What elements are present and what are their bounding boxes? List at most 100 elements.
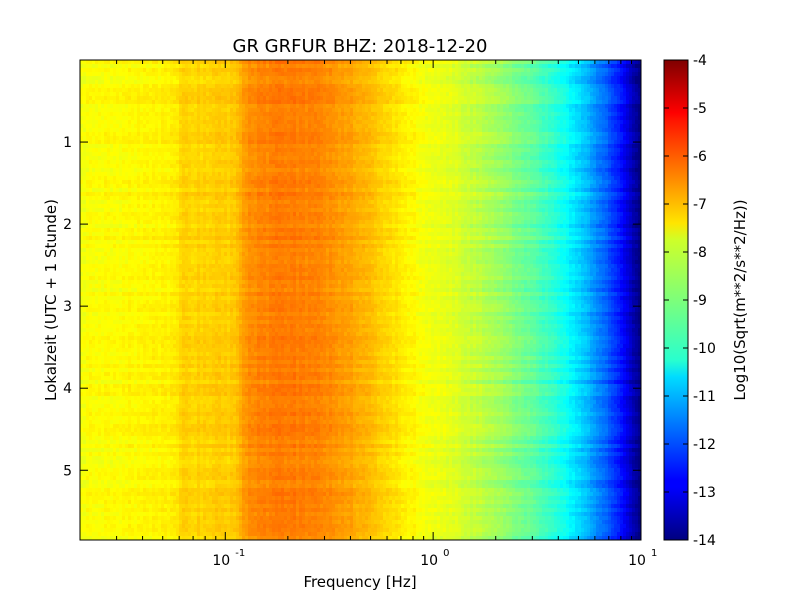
- heatmap-cell: [494, 104, 498, 109]
- heatmap-cell: [524, 76, 528, 81]
- heatmap-cell: [539, 72, 543, 77]
- heatmap-cell: [491, 92, 495, 97]
- heatmap-cell: [176, 92, 180, 97]
- heatmap-cell: [377, 88, 381, 93]
- heatmap-cell: [563, 76, 567, 81]
- heatmap-cell: [410, 72, 414, 77]
- heatmap-cell: [464, 100, 468, 105]
- heatmap-cell: [353, 60, 357, 65]
- heatmap-cell: [485, 96, 489, 101]
- heatmap-cell: [119, 60, 123, 65]
- heatmap-cell: [143, 104, 147, 109]
- heatmap-cell: [347, 100, 351, 105]
- heatmap-cell: [134, 96, 138, 101]
- heatmap-cell: [257, 60, 261, 65]
- heatmap-cell: [209, 76, 213, 81]
- heatmap-cell: [224, 88, 228, 93]
- heatmap-cell: [347, 80, 351, 85]
- heatmap-cell: [497, 96, 501, 101]
- heatmap-cell: [389, 96, 393, 101]
- heatmap-cell: [248, 96, 252, 101]
- heatmap-cell: [383, 88, 387, 93]
- heatmap-cell: [194, 60, 198, 65]
- heatmap-cell: [119, 72, 123, 77]
- heatmap-cell: [515, 88, 519, 93]
- heatmap-cell: [317, 68, 321, 73]
- heatmap-cell: [629, 60, 633, 65]
- heatmap-cell: [458, 96, 462, 101]
- heatmap-cell: [458, 80, 462, 85]
- heatmap-cell: [407, 80, 411, 85]
- heatmap-cell: [392, 64, 396, 69]
- heatmap-cell: [431, 88, 435, 93]
- heatmap-cell: [182, 68, 186, 73]
- heatmap-cell: [260, 96, 264, 101]
- heatmap-cell: [386, 72, 390, 77]
- heatmap-cell: [386, 84, 390, 89]
- heatmap-cell: [173, 72, 177, 77]
- heatmap-cell: [518, 80, 522, 85]
- heatmap-cell: [149, 104, 153, 109]
- heatmap-cell: [137, 88, 141, 93]
- heatmap-cell: [254, 84, 258, 89]
- heatmap-cell: [119, 76, 123, 81]
- heatmap-cell: [281, 60, 285, 65]
- heatmap-cell: [305, 60, 309, 65]
- heatmap-cell: [332, 76, 336, 81]
- heatmap-cell: [305, 76, 309, 81]
- heatmap-cell: [488, 92, 492, 97]
- heatmap-cell: [629, 84, 633, 89]
- heatmap-cell: [482, 100, 486, 105]
- heatmap-cell: [137, 60, 141, 65]
- heatmap-cell: [341, 72, 345, 77]
- heatmap-cell: [461, 76, 465, 81]
- heatmap-cell: [242, 64, 246, 69]
- heatmap-cell: [248, 80, 252, 85]
- heatmap-cell: [350, 68, 354, 73]
- heatmap-cell: [470, 84, 474, 89]
- heatmap-cell: [152, 60, 156, 65]
- heatmap-cell: [224, 92, 228, 97]
- heatmap-cell: [212, 88, 216, 93]
- heatmap-cell: [122, 100, 126, 105]
- heatmap-cell: [464, 60, 468, 65]
- heatmap-cell: [188, 72, 192, 77]
- heatmap-cell: [407, 96, 411, 101]
- heatmap-cell: [473, 92, 477, 97]
- heatmap-cell: [416, 64, 420, 69]
- heatmap-cell: [377, 72, 381, 77]
- heatmap-cell: [479, 72, 483, 77]
- heatmap-cell: [389, 64, 393, 69]
- heatmap-cell: [215, 72, 219, 77]
- heatmap-cell: [443, 60, 447, 65]
- heatmap-cell: [485, 64, 489, 69]
- heatmap-cell: [602, 92, 606, 97]
- heatmap-cell: [635, 64, 639, 69]
- heatmap-cell: [359, 60, 363, 65]
- heatmap-cell: [464, 80, 468, 85]
- heatmap-cell: [521, 84, 525, 89]
- heatmap-cell: [245, 84, 249, 89]
- heatmap-cell: [194, 84, 198, 89]
- heatmap-cell: [326, 64, 330, 69]
- heatmap-cell: [302, 104, 306, 109]
- heatmap-cell: [518, 104, 522, 109]
- heatmap-cell: [143, 64, 147, 69]
- heatmap-cell: [371, 80, 375, 85]
- heatmap-cell: [584, 64, 588, 69]
- heatmap-cell: [182, 104, 186, 109]
- heatmap-cell: [143, 60, 147, 65]
- heatmap-cell: [191, 72, 195, 77]
- heatmap-cell: [218, 92, 222, 97]
- heatmap-cell: [617, 80, 621, 85]
- heatmap-cell: [317, 72, 321, 77]
- heatmap-cell: [503, 96, 507, 101]
- heatmap-cell: [89, 100, 93, 105]
- heatmap-cell: [104, 64, 108, 69]
- heatmap-cell: [272, 64, 276, 69]
- heatmap-cell: [305, 64, 309, 69]
- heatmap-cell: [278, 100, 282, 105]
- heatmap-cell: [113, 68, 117, 73]
- heatmap-cell: [140, 92, 144, 97]
- heatmap-cell: [233, 88, 237, 93]
